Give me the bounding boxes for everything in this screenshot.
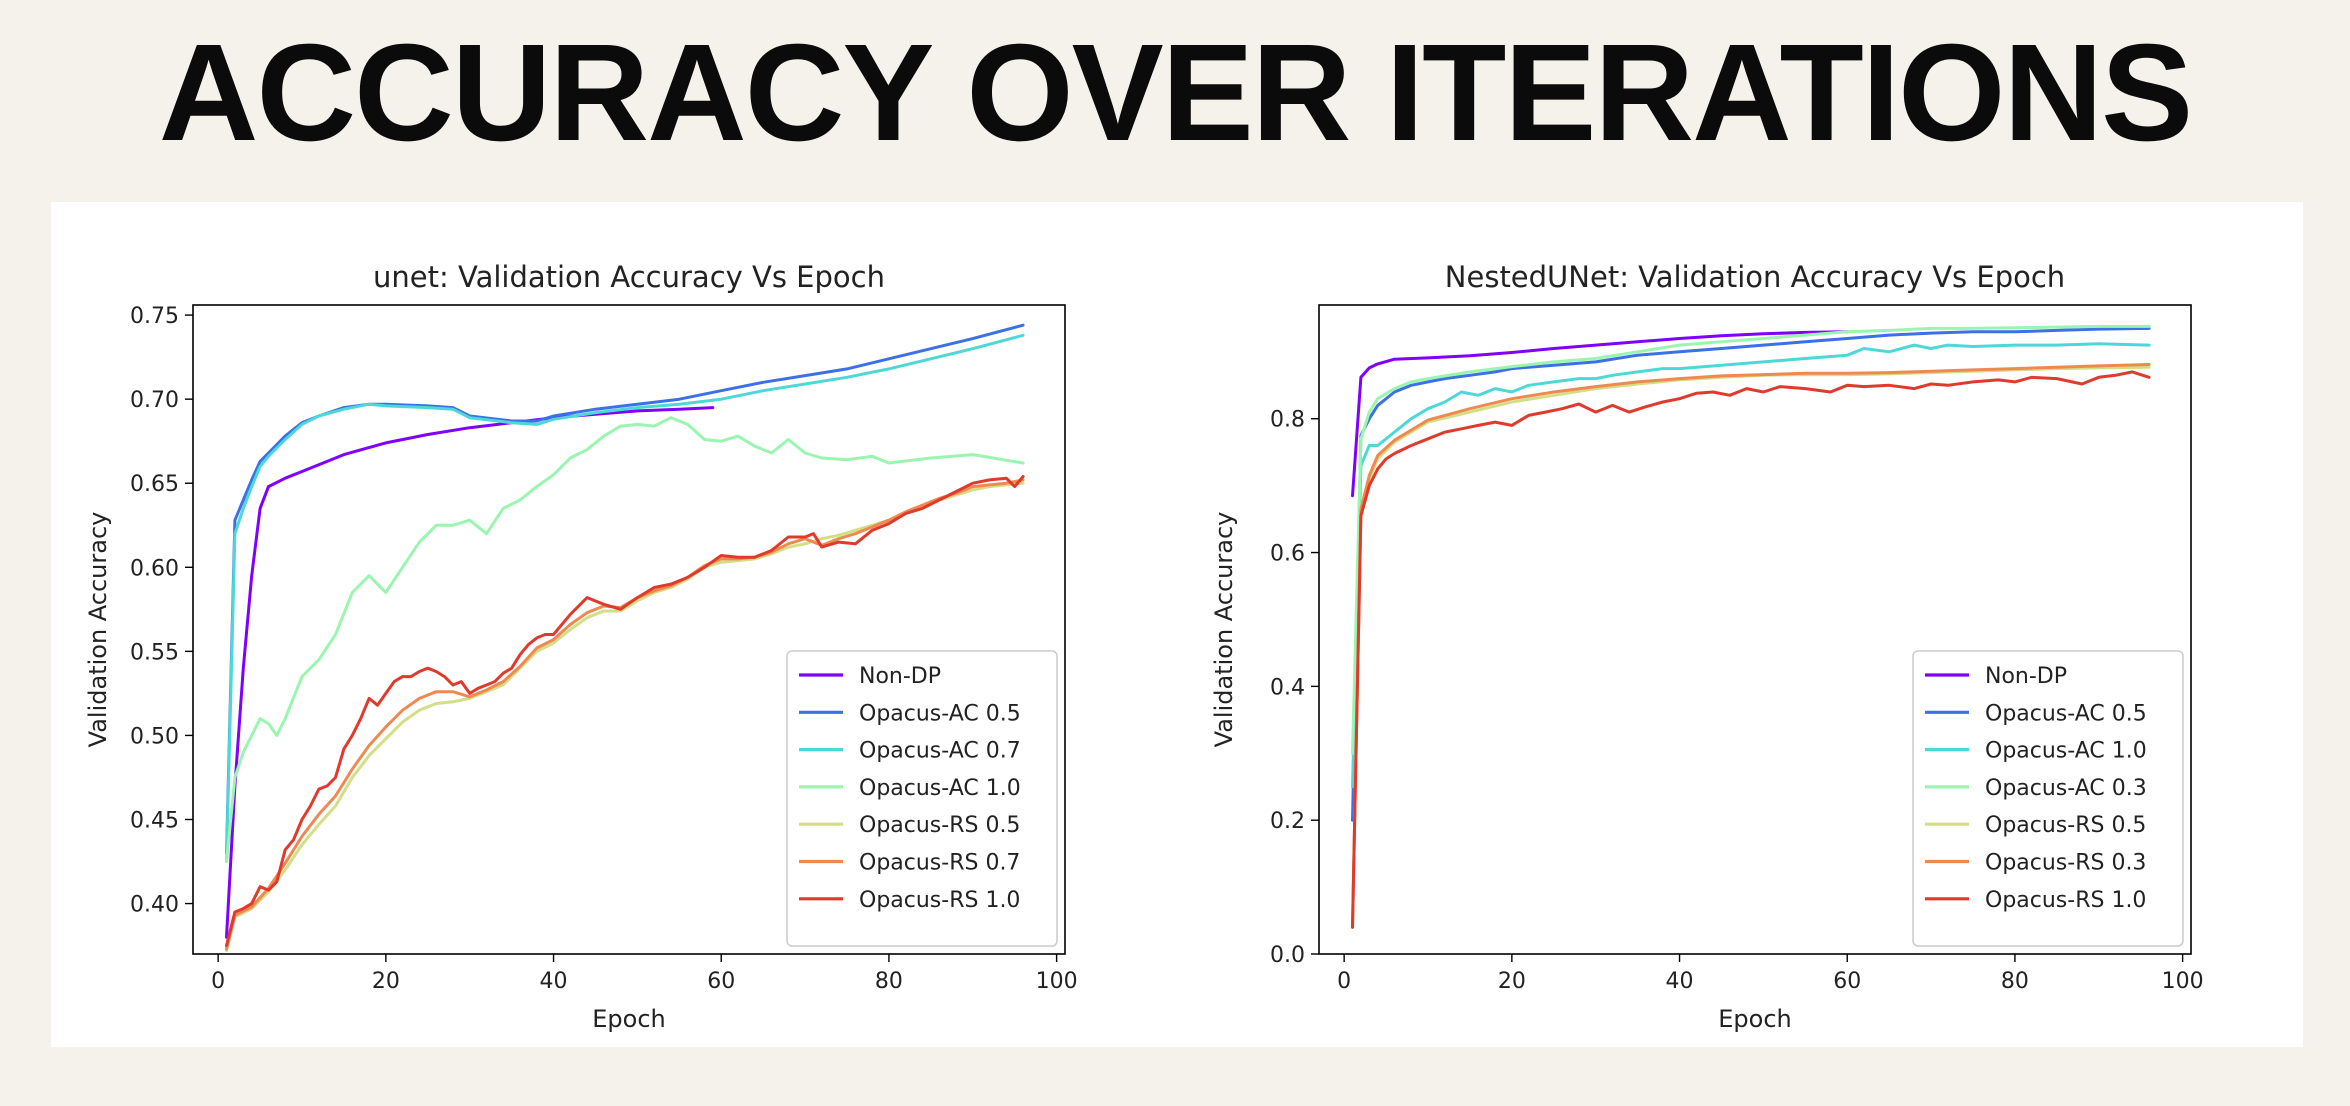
legend-entry: Non-DP <box>1985 664 2067 689</box>
x-tick-label: 20 <box>372 969 400 994</box>
series-line-3 <box>1351 342 2151 789</box>
x-tick-label: 80 <box>2001 969 2029 994</box>
legend-entry: Opacus-AC 0.7 <box>859 739 1021 764</box>
legend-entry: Opacus-AC 0.5 <box>1985 701 2147 726</box>
series-line-2 <box>225 323 1025 855</box>
legend-entry: Opacus-RS 0.3 <box>1985 851 2146 876</box>
legend-entry: Opacus-AC 1.0 <box>859 776 1021 801</box>
y-tick-label: 0.40 <box>130 893 179 918</box>
legend-entry: Opacus-AC 1.0 <box>1985 739 2147 764</box>
legend-box <box>1912 650 2184 947</box>
series-line-3 <box>225 333 1025 863</box>
y-tick-label: 0.55 <box>130 640 179 665</box>
plot-frame <box>1318 304 2192 955</box>
series-line-4 <box>1351 324 2151 755</box>
y-tick-label: 0.4 <box>1270 675 1305 700</box>
slide-title: ACCURACY OVER ITERATIONS <box>158 16 2193 170</box>
x-tick-label: 100 <box>2162 969 2204 994</box>
series-line-1 <box>1351 330 1849 498</box>
figure-panel: unet: Validation Accuracy Vs Epoch 0 20 40 6… <box>51 202 2303 1047</box>
legend: Non-DP Opacus-AC 0.5 Opacus-AC 0.7 Opacus-A… <box>786 650 1058 947</box>
charts-canvas: unet: Validation Accuracy Vs Epoch 0 20 40 6… <box>84 260 2204 1033</box>
y-tick-label: 0.2 <box>1270 809 1305 834</box>
x-tick-label: 0 <box>1337 969 1351 994</box>
legend-entry: Opacus-RS 1.0 <box>1985 888 2146 913</box>
plot-frame <box>192 304 1066 955</box>
legend-entry: Opacus-AC 0.3 <box>1985 776 2147 801</box>
x-tick-label: 60 <box>707 969 735 994</box>
legend-entry: Opacus-RS 0.5 <box>859 813 1020 838</box>
x-tick-label: 100 <box>1036 969 1078 994</box>
legend-entry: Opacus-AC 0.5 <box>859 701 1021 726</box>
x-axis-label: Epoch <box>592 1005 666 1033</box>
x-axis-label: Epoch <box>1718 1005 1792 1033</box>
x-tick-label: 40 <box>540 969 568 994</box>
legend-entry: Opacus-RS 0.7 <box>859 851 1020 876</box>
legend-entry: Non-DP <box>859 664 941 689</box>
y-axis-label: Validation Accuracy <box>1210 512 1238 748</box>
y-tick-label: 0.0 <box>1270 943 1305 968</box>
legend-entry: Opacus-RS 0.5 <box>1985 813 2146 838</box>
y-tick-label: 0.65 <box>130 472 179 497</box>
y-tick-label: 0.60 <box>130 556 179 581</box>
y-tick-label: 0.8 <box>1270 408 1305 433</box>
chart-1: unet: Validation Accuracy Vs Epoch 0 20 40 6… <box>84 260 1078 1033</box>
series-line-7 <box>1351 370 2151 929</box>
legend-box <box>786 650 1058 947</box>
chart-title: unet: Validation Accuracy Vs Epoch <box>373 260 885 294</box>
legend-entry: Opacus-RS 1.0 <box>859 888 1020 913</box>
series-line-2 <box>1351 326 2151 822</box>
legend: Non-DP Opacus-AC 0.5 Opacus-AC 1.0 Opacus-A… <box>1912 650 2184 947</box>
x-tick-label: 80 <box>875 969 903 994</box>
series-group <box>1351 324 2151 929</box>
series-line-4 <box>225 416 1025 863</box>
y-tick-label: 0.70 <box>130 388 179 413</box>
series-line-6 <box>1351 363 2151 929</box>
chart-2: NestedUNet: Validation Accuracy Vs Epoch… <box>1210 260 2204 1033</box>
x-tick-label: 40 <box>1666 969 1694 994</box>
x-tick-label: 0 <box>211 969 225 994</box>
y-tick-label: 0.50 <box>130 724 179 749</box>
x-tick-label: 60 <box>1833 969 1861 994</box>
series-group <box>225 323 1025 953</box>
y-tick-label: 0.45 <box>130 808 179 833</box>
series-line-1 <box>225 406 715 939</box>
y-tick-label: 0.75 <box>130 304 179 329</box>
x-tick-label: 20 <box>1498 969 1526 994</box>
series-line-7 <box>225 475 1025 948</box>
chart-title: NestedUNet: Validation Accuracy Vs Epoch <box>1445 260 2065 294</box>
y-tick-label: 0.6 <box>1270 542 1305 567</box>
y-axis-label: Validation Accuracy <box>84 512 112 748</box>
